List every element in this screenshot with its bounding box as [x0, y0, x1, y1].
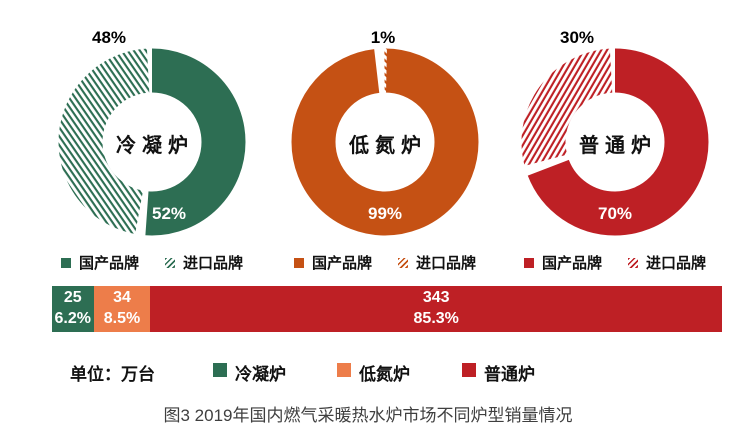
legend-label: 进口品牌: [416, 254, 477, 272]
bar-value: 343: [422, 289, 450, 307]
legend-item-imported: 进口品牌: [165, 252, 243, 273]
legend-item-domestic: 国产品牌: [523, 252, 602, 273]
solid-swatch-icon: [293, 257, 304, 268]
donut-ring: [58, 48, 246, 236]
figure-caption: 图3 2019年国内燃气采暖热水炉市场不同炉型销量情况: [163, 406, 573, 425]
solid-slice-label: 52%: [151, 204, 187, 223]
bar-value: 34: [113, 289, 131, 307]
legend-label: 国产品牌: [78, 254, 139, 272]
solid-swatch-icon: [523, 257, 534, 268]
bar-value: 25: [63, 289, 82, 307]
legend-label: 普通炉: [484, 365, 535, 385]
legend-item-domestic: 国产品牌: [293, 252, 372, 273]
hatch-slice-label: 1%: [370, 28, 396, 47]
solid-slice-label: 99%: [367, 204, 403, 223]
hatch-slice-label: 48%: [91, 28, 127, 47]
donut-title: 普通炉: [579, 133, 657, 157]
donut-ring: [521, 48, 709, 236]
donut-title: 冷凝炉: [116, 133, 194, 157]
legend-item-imported: 进口品牌: [628, 252, 706, 273]
bar-percent: 85.3%: [413, 310, 459, 327]
stacked-bar-chart: 25 6.2% 34 8.5% 343 85.3%: [52, 286, 722, 332]
donut-legend: 国产品牌 进口品牌: [270, 252, 500, 273]
bar-segment-lengninglu: 25 6.2%: [52, 286, 94, 332]
solid-slice-label: 70%: [597, 204, 633, 223]
donut-chart-didanlu: 1% 低氮炉 99% 国产品牌 进口品牌: [270, 22, 500, 288]
bar-segment-putonglu: 343 85.3%: [150, 286, 722, 332]
legend-label: 进口品牌: [183, 254, 244, 272]
hatch-slice-label: 30%: [559, 28, 595, 47]
donut-legend: 国产品牌 进口品牌: [500, 252, 730, 273]
donut-ring: [291, 48, 479, 236]
unit-label: 单位：万台: [70, 365, 155, 385]
bar-percent: 8.5%: [103, 310, 141, 327]
bottom-legend: 单位：万台 冷凝炉 低氮炉 普通炉: [0, 359, 736, 385]
hatch-swatch-icon: [165, 257, 175, 268]
hatch-swatch-icon: [398, 257, 408, 268]
putonglu-swatch-icon: [462, 363, 476, 377]
solid-swatch-icon: [60, 257, 71, 268]
donut-chart-putonglu: 30% 普通炉 70% 国产品牌 进口品牌: [500, 22, 730, 288]
bar-segment-didanlu: 34 8.5%: [93, 286, 151, 332]
legend-label: 进口品牌: [646, 254, 707, 272]
donut-chart-lengninglu: 48% 冷凝炉 52% 国产品牌 进口品牌: [37, 22, 267, 288]
hatch-swatch-icon: [628, 257, 638, 268]
bar-percent: 6.2%: [54, 310, 91, 327]
legend-label: 冷凝炉: [235, 365, 286, 385]
donut-title: 低氮炉: [349, 133, 427, 157]
donut-legend: 国产品牌 进口品牌: [37, 252, 267, 273]
legend-item-imported: 进口品牌: [398, 252, 476, 273]
didanlu-swatch-icon: [337, 363, 351, 377]
legend-label: 国产品牌: [541, 254, 602, 272]
legend-item-domestic: 国产品牌: [60, 252, 139, 273]
legend-label: 国产品牌: [311, 254, 372, 272]
lengninglu-swatch-icon: [213, 363, 227, 377]
legend-label: 低氮炉: [359, 365, 410, 385]
